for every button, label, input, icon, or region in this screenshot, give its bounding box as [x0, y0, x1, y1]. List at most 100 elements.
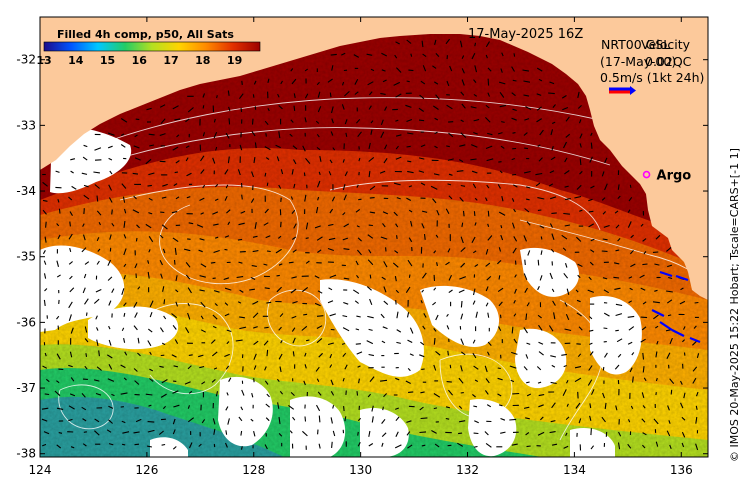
velocity-vector [83, 144, 88, 148]
velocity-vector [590, 249, 595, 253]
velocity-vector [485, 262, 491, 267]
velocity-vector [108, 443, 114, 446]
velocity-vector [631, 352, 635, 356]
velocity-vector [251, 118, 254, 125]
velocity-vector [501, 121, 505, 123]
velocity-vector [158, 430, 164, 436]
velocity-vector [627, 443, 632, 449]
velocity-vector [148, 197, 153, 201]
velocity-vector [82, 418, 87, 422]
velocity-vector [332, 405, 335, 409]
velocity-vector [563, 445, 569, 449]
contour-line [59, 97, 601, 161]
velocity-vector [133, 301, 138, 308]
velocity-vector [524, 118, 530, 121]
velocity-vector [236, 276, 244, 279]
velocity-vector [537, 144, 541, 147]
velocity-vector [525, 198, 530, 201]
velocity-vector [109, 234, 112, 240]
velocity-vector [431, 430, 437, 434]
velocity-vector [225, 406, 229, 411]
velocity-vector [485, 145, 493, 150]
velocity-vector [239, 326, 247, 330]
velocity-legend: NRT00 GSL Velocity (17-May-00) 0.02QC 0.… [600, 37, 704, 95]
velocity-vector [446, 145, 450, 148]
velocity-vector [187, 365, 192, 370]
velocity-vector [69, 351, 73, 358]
velocity-vector [485, 378, 490, 384]
velocity-vector [213, 118, 216, 123]
velocity-vector [303, 313, 308, 316]
velocity-vector [564, 157, 568, 163]
velocity-vector [512, 173, 517, 176]
velocity-vector [407, 259, 413, 267]
velocity-vector [228, 118, 231, 125]
velocity-vector [215, 146, 218, 151]
velocity-vector [314, 225, 321, 229]
velocity-vector [68, 314, 72, 321]
velocity-vector [149, 378, 154, 382]
velocity-vector [292, 416, 296, 421]
velocity-vector [235, 339, 243, 342]
velocity-vector [108, 339, 112, 346]
velocity-vector [642, 405, 646, 409]
velocity-vector [304, 93, 309, 99]
velocity-vector [381, 52, 388, 57]
velocity-vector [120, 144, 126, 148]
velocity-vector [565, 116, 570, 122]
velocity-vector [187, 405, 191, 409]
velocity-vector [224, 195, 228, 201]
velocity-vector [394, 250, 399, 254]
velocity-vector [107, 354, 113, 359]
velocity-vector [276, 156, 280, 162]
velocity-vector [537, 259, 540, 266]
velocity-vector [627, 341, 633, 345]
velocity-vector [433, 393, 441, 398]
velocity-vector [370, 68, 375, 72]
velocity-vector [146, 445, 153, 448]
velocity-vector [574, 366, 582, 369]
velocity-vector [433, 407, 438, 410]
velocity-vector [576, 236, 582, 242]
velocity-vector [317, 249, 322, 253]
velocity-vector [82, 287, 86, 294]
velocity-vector [43, 299, 46, 306]
velocity-vector [460, 247, 466, 253]
velocity-vector [485, 302, 489, 307]
velocity-vector [435, 234, 439, 238]
velocity-vector [227, 156, 230, 164]
velocity-vector [588, 329, 594, 332]
velocity-vector [382, 406, 384, 411]
velocity-vector [563, 272, 569, 279]
velocity-vector [666, 430, 671, 437]
velocity-vector [108, 300, 112, 306]
velocity-vector [448, 173, 453, 176]
velocity-vector [68, 418, 73, 422]
velocity-vector [590, 185, 595, 189]
velocity-vector [536, 106, 542, 111]
velocity-vector [500, 68, 503, 73]
velocity-vector [548, 325, 554, 332]
velocity-vector [513, 313, 517, 317]
velocity-vector [630, 405, 634, 409]
velocity-vector [173, 365, 179, 368]
velocity-vector [367, 393, 372, 398]
velocity-vector [291, 209, 296, 214]
velocity-vector [551, 402, 556, 409]
velocity-vector [472, 300, 476, 305]
velocity-vector [159, 327, 164, 333]
velocity-vector [108, 405, 114, 409]
velocity-vector [252, 300, 259, 305]
velocity-vector [94, 184, 100, 189]
velocity-vector [381, 418, 386, 424]
velocity-vector [290, 196, 294, 200]
velocity-vector [68, 261, 73, 265]
velocity-vector [58, 208, 61, 214]
velocity-vector [108, 197, 113, 203]
velocity-vector [328, 287, 333, 291]
velocity-vector [357, 365, 361, 368]
velocity-vector [96, 195, 99, 202]
x-tick-label: 130 [349, 463, 372, 477]
velocity-vector [199, 238, 205, 241]
